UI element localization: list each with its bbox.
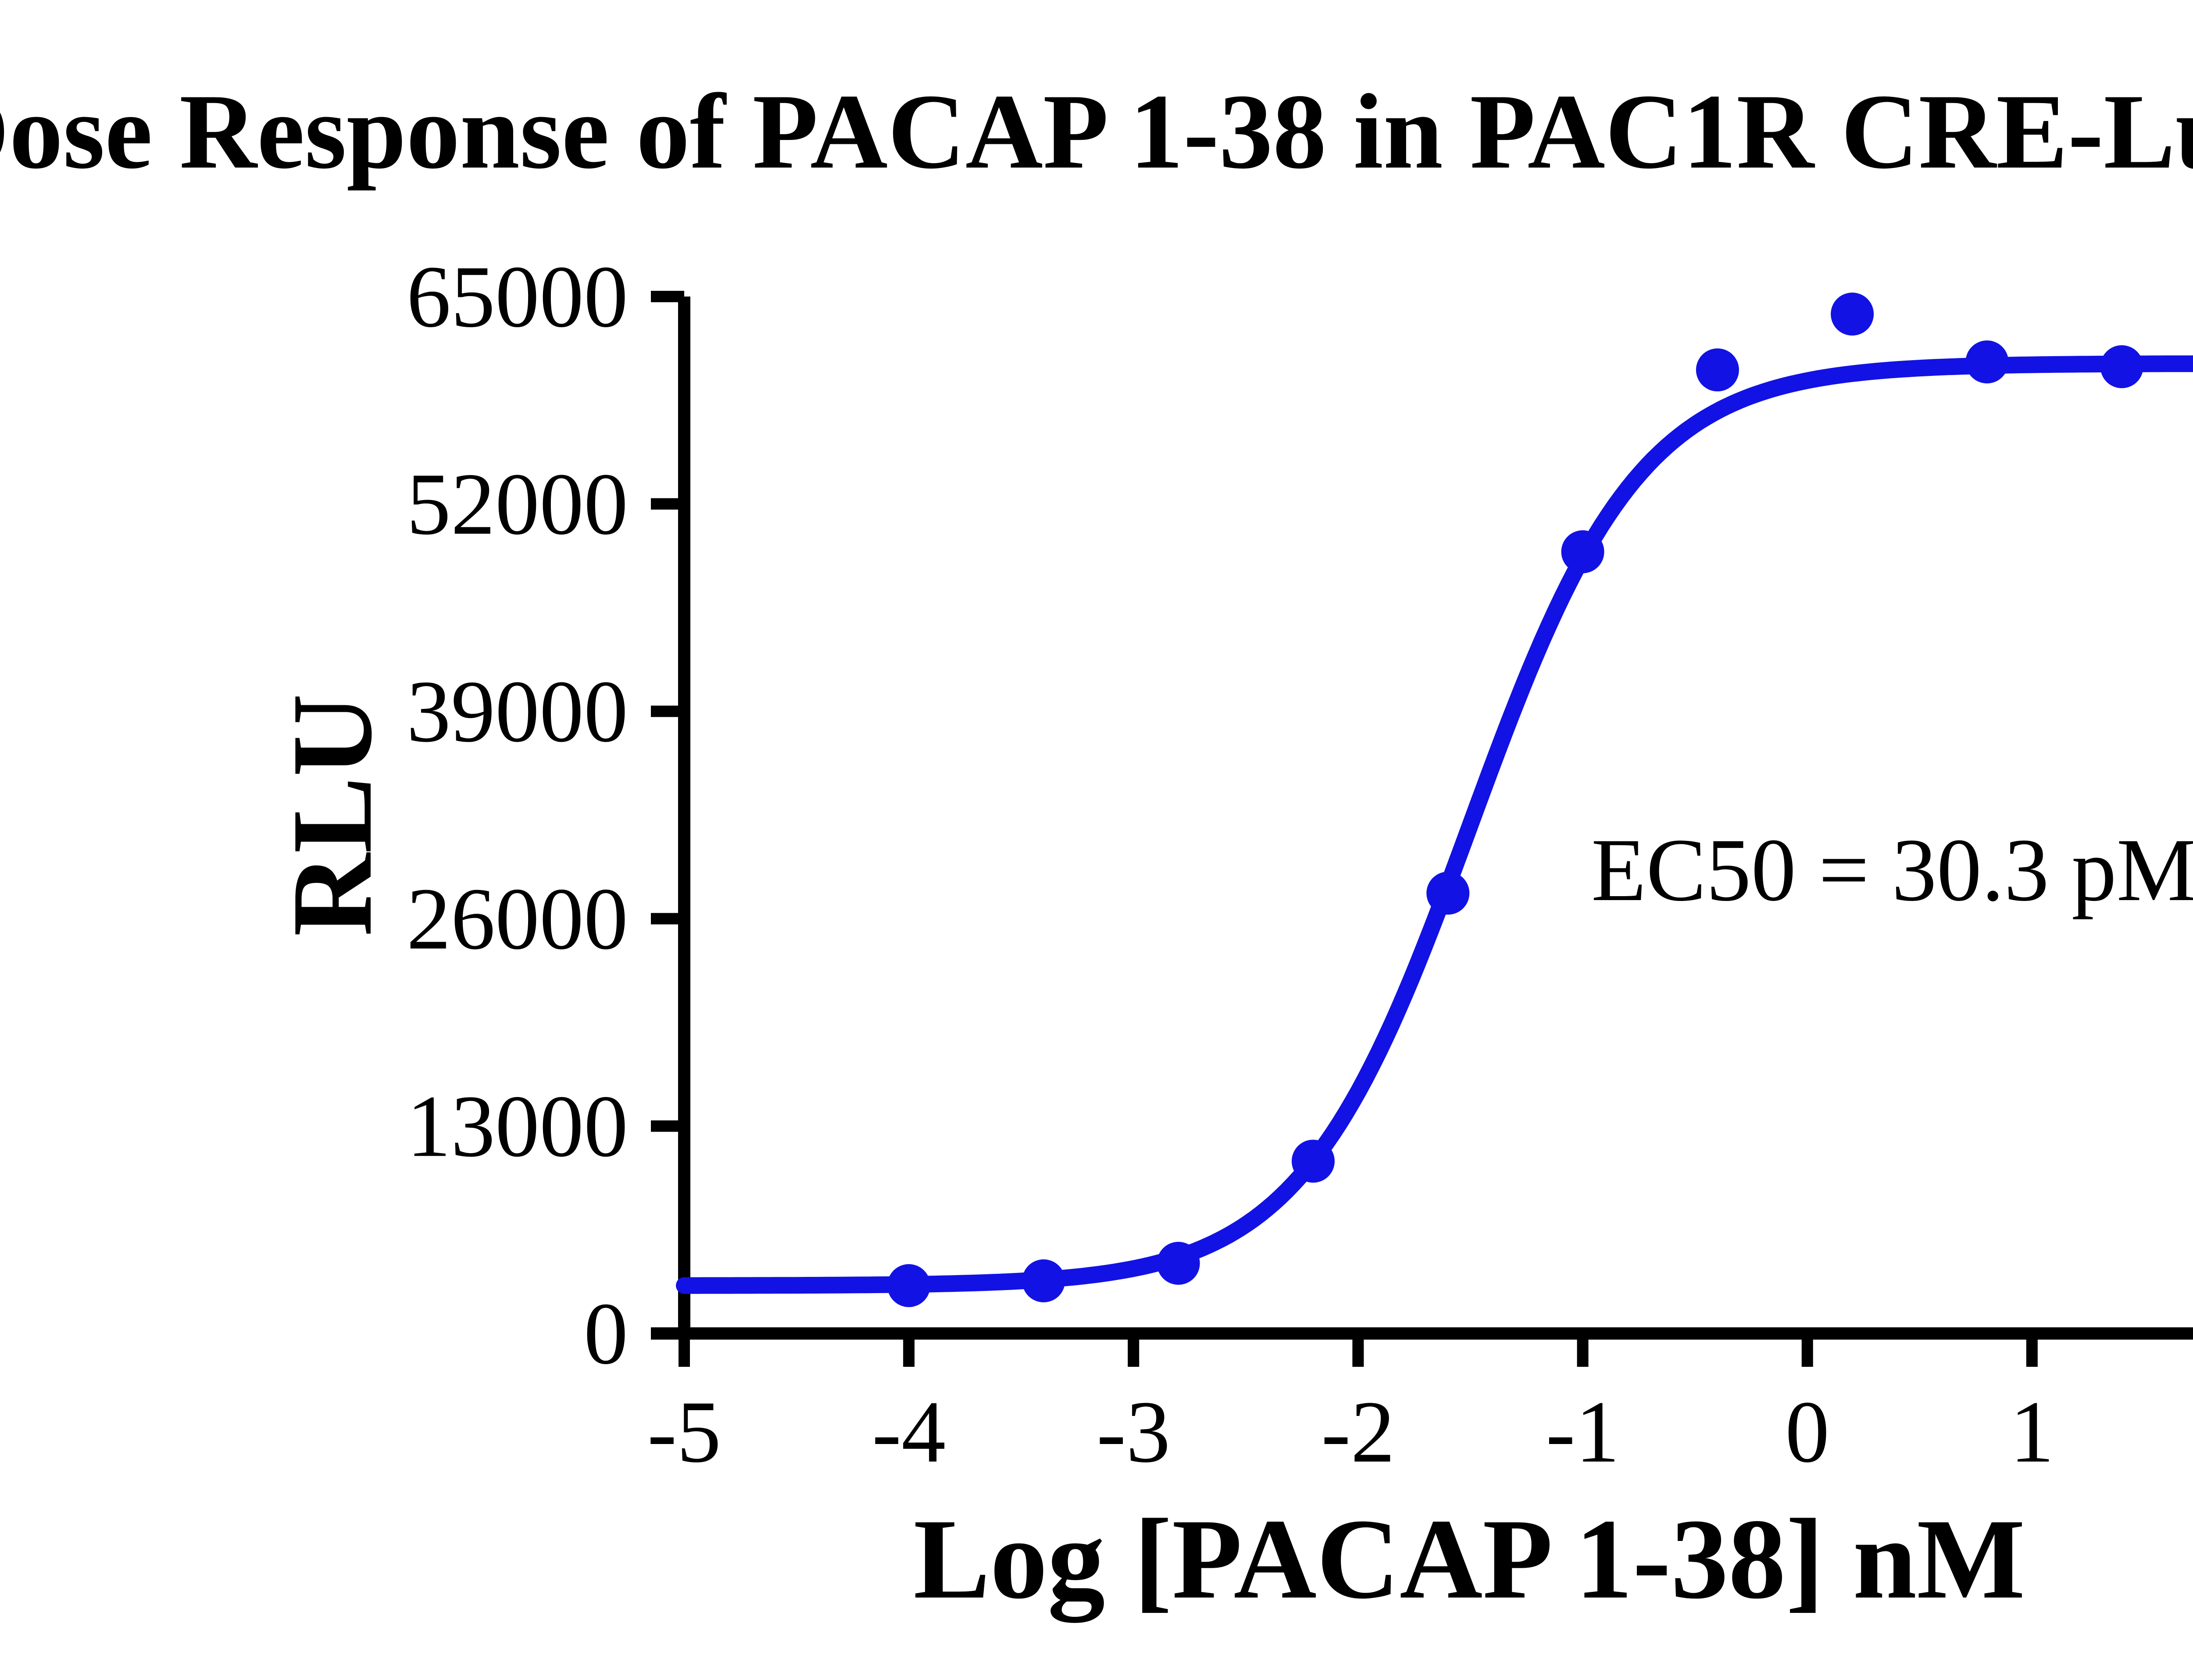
data-point xyxy=(1831,293,1874,336)
chart-title: Dose Response of PACAP 1-38 in PAC1R CRE… xyxy=(0,72,2193,191)
y-axis-title: RLU xyxy=(268,693,396,936)
data-point xyxy=(1022,1259,1065,1302)
data-point xyxy=(1157,1242,1200,1285)
y-tick-label: 13000 xyxy=(407,1077,628,1175)
x-axis-title: Log [PACAP 1-38] nM xyxy=(914,1495,2025,1624)
x-tick-label: -5 xyxy=(647,1383,721,1481)
x-tick-label: -4 xyxy=(872,1383,946,1481)
y-tick-label: 0 xyxy=(584,1284,628,1383)
x-tick-label: 0 xyxy=(1785,1383,1829,1481)
series-layer xyxy=(676,293,2193,1307)
x-tick-label: -1 xyxy=(1546,1383,1619,1481)
data-point xyxy=(1292,1140,1335,1183)
y-tick-label: 26000 xyxy=(407,869,628,968)
data-point xyxy=(1426,872,1470,915)
x-tick-label: -3 xyxy=(1096,1383,1170,1481)
y-tick-label: 65000 xyxy=(407,247,628,346)
data-point xyxy=(887,1264,931,1307)
y-tick-label: 52000 xyxy=(407,455,628,553)
data-point xyxy=(1965,340,2009,384)
x-tick-label: 1 xyxy=(2010,1383,2054,1481)
x-tick-label: -2 xyxy=(1321,1383,1395,1481)
data-point xyxy=(2100,345,2143,388)
data-point xyxy=(1561,530,1604,573)
ec50-annotation: EC50 = 30.3 pM xyxy=(1591,820,2193,920)
data-point xyxy=(1696,348,1739,392)
y-tick-label: 39000 xyxy=(407,662,628,761)
